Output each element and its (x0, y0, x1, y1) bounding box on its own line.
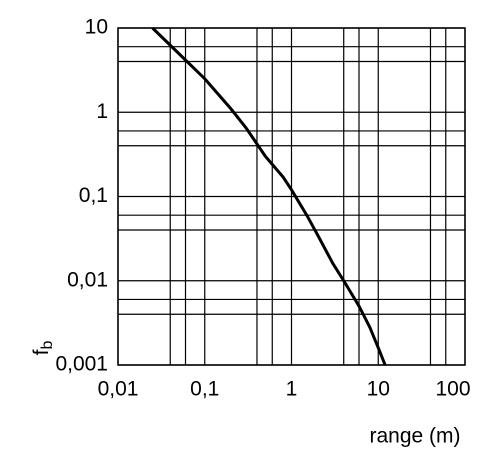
curve (151, 26, 387, 366)
x-axis-label: range (m) (369, 425, 460, 448)
x-tick-label: 10 (367, 378, 390, 401)
x-tick-label: 100 (435, 378, 470, 401)
y-axis-label: fb (30, 341, 57, 356)
plot-frame (117, 27, 466, 366)
x-tick-label: 0,1 (190, 378, 219, 401)
y-tick-label: 1 (96, 100, 108, 123)
x-tick-label: 0,01 (98, 378, 139, 401)
y-tick-label: 0,001 (55, 353, 108, 376)
y-tick-label: 0,1 (79, 184, 108, 207)
y-tick-label: 10 (85, 16, 108, 39)
x-tick-label: 1 (286, 378, 298, 401)
y-tick-label: 0,01 (67, 268, 108, 291)
